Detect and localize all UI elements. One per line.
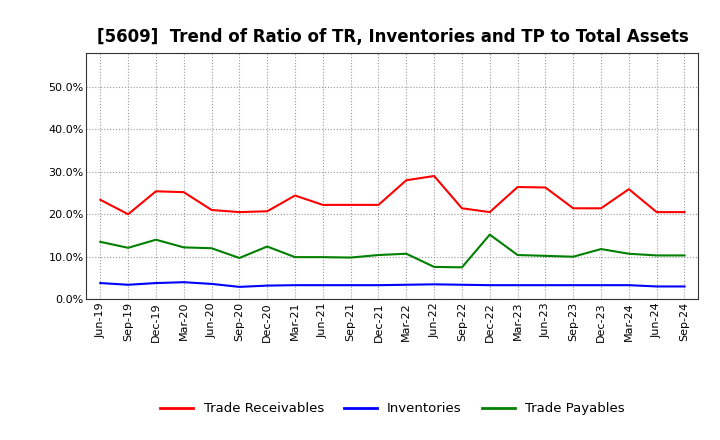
Line: Inventories: Inventories xyxy=(100,282,685,287)
Trade Payables xyxy=(597,246,606,252)
Trade Receivables xyxy=(513,184,522,190)
Line: Trade Receivables: Trade Receivables xyxy=(100,176,685,214)
Title: [5609]  Trend of Ratio of TR, Inventories and TP to Total Assets: [5609] Trend of Ratio of TR, Inventories… xyxy=(96,28,688,46)
Trade Payables xyxy=(96,239,104,245)
Trade Payables xyxy=(318,254,327,260)
Inventories xyxy=(291,282,300,288)
Inventories xyxy=(179,279,188,285)
Trade Payables xyxy=(624,251,633,257)
Legend: Trade Receivables, Inventories, Trade Payables: Trade Receivables, Inventories, Trade Pa… xyxy=(155,397,630,421)
Trade Payables xyxy=(652,253,661,258)
Trade Payables xyxy=(263,244,271,249)
Trade Receivables xyxy=(458,205,467,211)
Trade Receivables xyxy=(96,197,104,202)
Trade Payables xyxy=(680,253,689,258)
Trade Payables xyxy=(513,253,522,258)
Trade Receivables xyxy=(541,185,550,190)
Inventories xyxy=(624,282,633,288)
Inventories xyxy=(597,282,606,288)
Trade Receivables xyxy=(179,190,188,195)
Trade Receivables xyxy=(597,205,606,211)
Line: Trade Payables: Trade Payables xyxy=(100,235,685,268)
Inventories xyxy=(374,282,383,288)
Trade Receivables xyxy=(402,178,410,183)
Trade Receivables xyxy=(652,209,661,215)
Trade Payables xyxy=(207,246,216,251)
Inventories xyxy=(680,284,689,289)
Trade Payables xyxy=(458,265,467,270)
Trade Receivables xyxy=(374,202,383,208)
Inventories xyxy=(458,282,467,287)
Trade Payables xyxy=(179,245,188,250)
Inventories xyxy=(263,283,271,288)
Trade Payables xyxy=(291,254,300,260)
Inventories xyxy=(569,282,577,288)
Trade Receivables xyxy=(124,212,132,217)
Inventories xyxy=(152,280,161,286)
Trade Payables xyxy=(402,251,410,257)
Inventories xyxy=(402,282,410,287)
Inventories xyxy=(124,282,132,287)
Inventories xyxy=(207,281,216,286)
Inventories xyxy=(513,282,522,288)
Trade Receivables xyxy=(569,205,577,211)
Trade Payables xyxy=(569,254,577,259)
Trade Receivables xyxy=(291,193,300,198)
Trade Payables xyxy=(235,255,243,260)
Trade Payables xyxy=(152,237,161,242)
Inventories xyxy=(346,282,355,288)
Inventories xyxy=(235,284,243,290)
Trade Payables xyxy=(124,245,132,250)
Trade Receivables xyxy=(207,207,216,213)
Inventories xyxy=(430,282,438,287)
Trade Payables xyxy=(430,264,438,270)
Inventories xyxy=(318,282,327,288)
Trade Receivables xyxy=(263,209,271,214)
Trade Payables xyxy=(346,255,355,260)
Inventories xyxy=(541,282,550,288)
Inventories xyxy=(485,282,494,288)
Trade Receivables xyxy=(680,209,689,215)
Inventories xyxy=(96,280,104,286)
Trade Receivables xyxy=(318,202,327,208)
Trade Payables xyxy=(485,232,494,237)
Trade Receivables xyxy=(485,209,494,215)
Trade Receivables xyxy=(430,173,438,179)
Trade Payables xyxy=(374,253,383,258)
Inventories xyxy=(652,284,661,289)
Trade Receivables xyxy=(346,202,355,208)
Trade Payables xyxy=(541,253,550,259)
Trade Receivables xyxy=(152,189,161,194)
Trade Receivables xyxy=(624,187,633,192)
Trade Receivables xyxy=(235,209,243,215)
